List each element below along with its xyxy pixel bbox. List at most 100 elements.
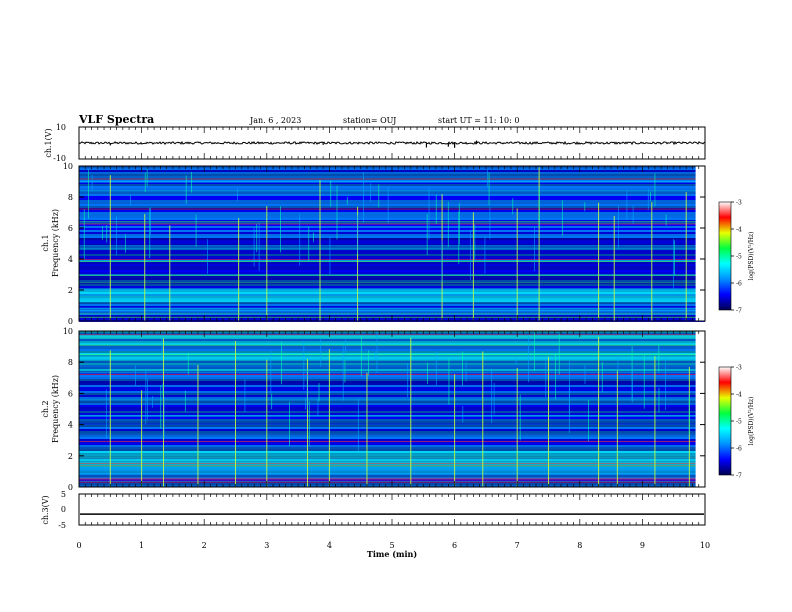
spec-row: [79, 278, 705, 280]
spec-row: [79, 473, 705, 475]
station-label: station= OUJ: [343, 116, 396, 125]
spec-row: [79, 288, 705, 290]
spec-row: [79, 214, 705, 216]
spec-row: [79, 389, 705, 391]
spec-row: [79, 345, 705, 347]
ch1-waveform-panel: 10 -10 ch.1(V): [44, 123, 706, 163]
ch1-colorbar-tick-label: -7: [736, 308, 742, 315]
ch2-colorbar-tick-label: -4: [736, 392, 742, 399]
ch1-channel-label: ch.1: [41, 234, 50, 251]
ch2-spectrogram-panel: 0 2 4 6 8 10 ch.2 Frequency (kHz) -3 -4 -5 -6 -7 l…: [41, 327, 755, 492]
spec-row: [79, 250, 705, 252]
spec-row: [79, 471, 705, 473]
spec-row: [79, 385, 705, 387]
ch2-spec-ytick-label: 2: [68, 452, 73, 461]
spec-row: [79, 240, 705, 242]
ch1-spec-ytick-label: 0: [68, 317, 73, 326]
spec-row: [79, 413, 705, 415]
spec-row: [79, 375, 705, 377]
start-time-label: start UT = 11: 10: 0: [438, 116, 519, 125]
x-tick-label: 9: [640, 541, 645, 550]
x-axis-label: Time (min): [367, 549, 417, 559]
x-tick-label: 2: [202, 541, 207, 550]
ch1-noise-line: [78, 140, 706, 146]
spec-row: [79, 395, 705, 397]
ch1-colorbar-tick-label: -3: [736, 200, 742, 207]
spec-row: [79, 393, 705, 395]
ch2-heatmap: [79, 331, 705, 487]
spec-row: [79, 337, 705, 339]
spec-row: [79, 475, 705, 477]
spec-row: [79, 220, 705, 222]
spec-row: [79, 252, 705, 254]
ch1-ytick-top: 10: [56, 123, 66, 132]
x-tick-label: 3: [264, 541, 269, 550]
spec-row: [79, 463, 705, 465]
spec-row: [79, 198, 705, 200]
spec-row: [79, 204, 705, 206]
spec-row: [79, 280, 705, 282]
spec-row: [79, 435, 705, 437]
spec-row: [79, 347, 705, 349]
spec-row: [79, 357, 705, 359]
spec-row: [79, 174, 705, 176]
spec-row: [79, 264, 705, 266]
x-tick-label: 1: [139, 541, 144, 550]
spec-row: [79, 467, 705, 469]
ch1-trace: [78, 140, 706, 148]
ch1-spec-ytick-label: 10: [63, 162, 73, 171]
spec-row: [79, 409, 705, 411]
spec-row: [79, 417, 705, 419]
ch1-colorbar-tick-label: -6: [736, 281, 742, 288]
ch1-ytick-bottom: -10: [53, 154, 66, 163]
spec-row: [79, 455, 705, 457]
ch3-ytick-bottom: -5: [58, 521, 66, 530]
spec-row: [79, 242, 705, 244]
ch2-colorbar-label: log(PSD)(V²/Hz): [748, 397, 755, 446]
ch2-colorbar: -3 -4 -5 -6 -7 log(PSD)(V²/Hz): [718, 365, 755, 480]
spec-row: [79, 405, 705, 407]
ch2-spec-ylabel: Frequency (kHz): [51, 375, 60, 443]
spec-row: [79, 172, 705, 174]
spec-row: [79, 272, 705, 274]
spec-bright-band: [79, 290, 705, 303]
spec-row: [79, 276, 705, 278]
spec-row: [79, 361, 705, 363]
x-tick-label: 10: [700, 541, 710, 550]
spec-row: [79, 176, 705, 178]
spec-row: [79, 258, 705, 260]
ch1-spec-ylabel: Frequency (kHz): [51, 209, 60, 277]
spec-row: [79, 451, 705, 453]
ch1-spec-ytick-label: 6: [68, 224, 73, 233]
spec-row: [79, 306, 705, 308]
spec-row: [79, 228, 705, 230]
spec-row: [79, 236, 705, 238]
spec-row: [79, 349, 705, 351]
ch2-spec-ytick-label: 4: [68, 421, 73, 430]
spec-row: [79, 210, 705, 212]
spec-row: [79, 421, 705, 423]
spec-row: [79, 453, 705, 455]
spec-row: [79, 427, 705, 429]
spec-row: [79, 411, 705, 413]
spec-row: [79, 310, 705, 312]
spec-row: [79, 218, 705, 220]
spec-row: [79, 194, 705, 196]
spec-row: [79, 365, 705, 367]
spec-row: [79, 268, 705, 270]
spec-row: [79, 196, 705, 198]
spec-row: [79, 224, 705, 226]
spec-row: [79, 294, 705, 296]
spec-row: [79, 433, 705, 435]
spec-row: [79, 234, 705, 236]
ch2-spec-ytick-label: 8: [68, 358, 73, 367]
spec-row: [79, 206, 705, 208]
spec-row: [79, 403, 705, 405]
spec-no-data: [695, 166, 705, 321]
spec-row: [79, 312, 705, 314]
spec-row: [79, 351, 705, 353]
spec-row: [79, 256, 705, 258]
spec-row: [79, 266, 705, 268]
spec-row: [79, 397, 705, 399]
ch2-spec-ytick-label: 6: [68, 389, 73, 398]
